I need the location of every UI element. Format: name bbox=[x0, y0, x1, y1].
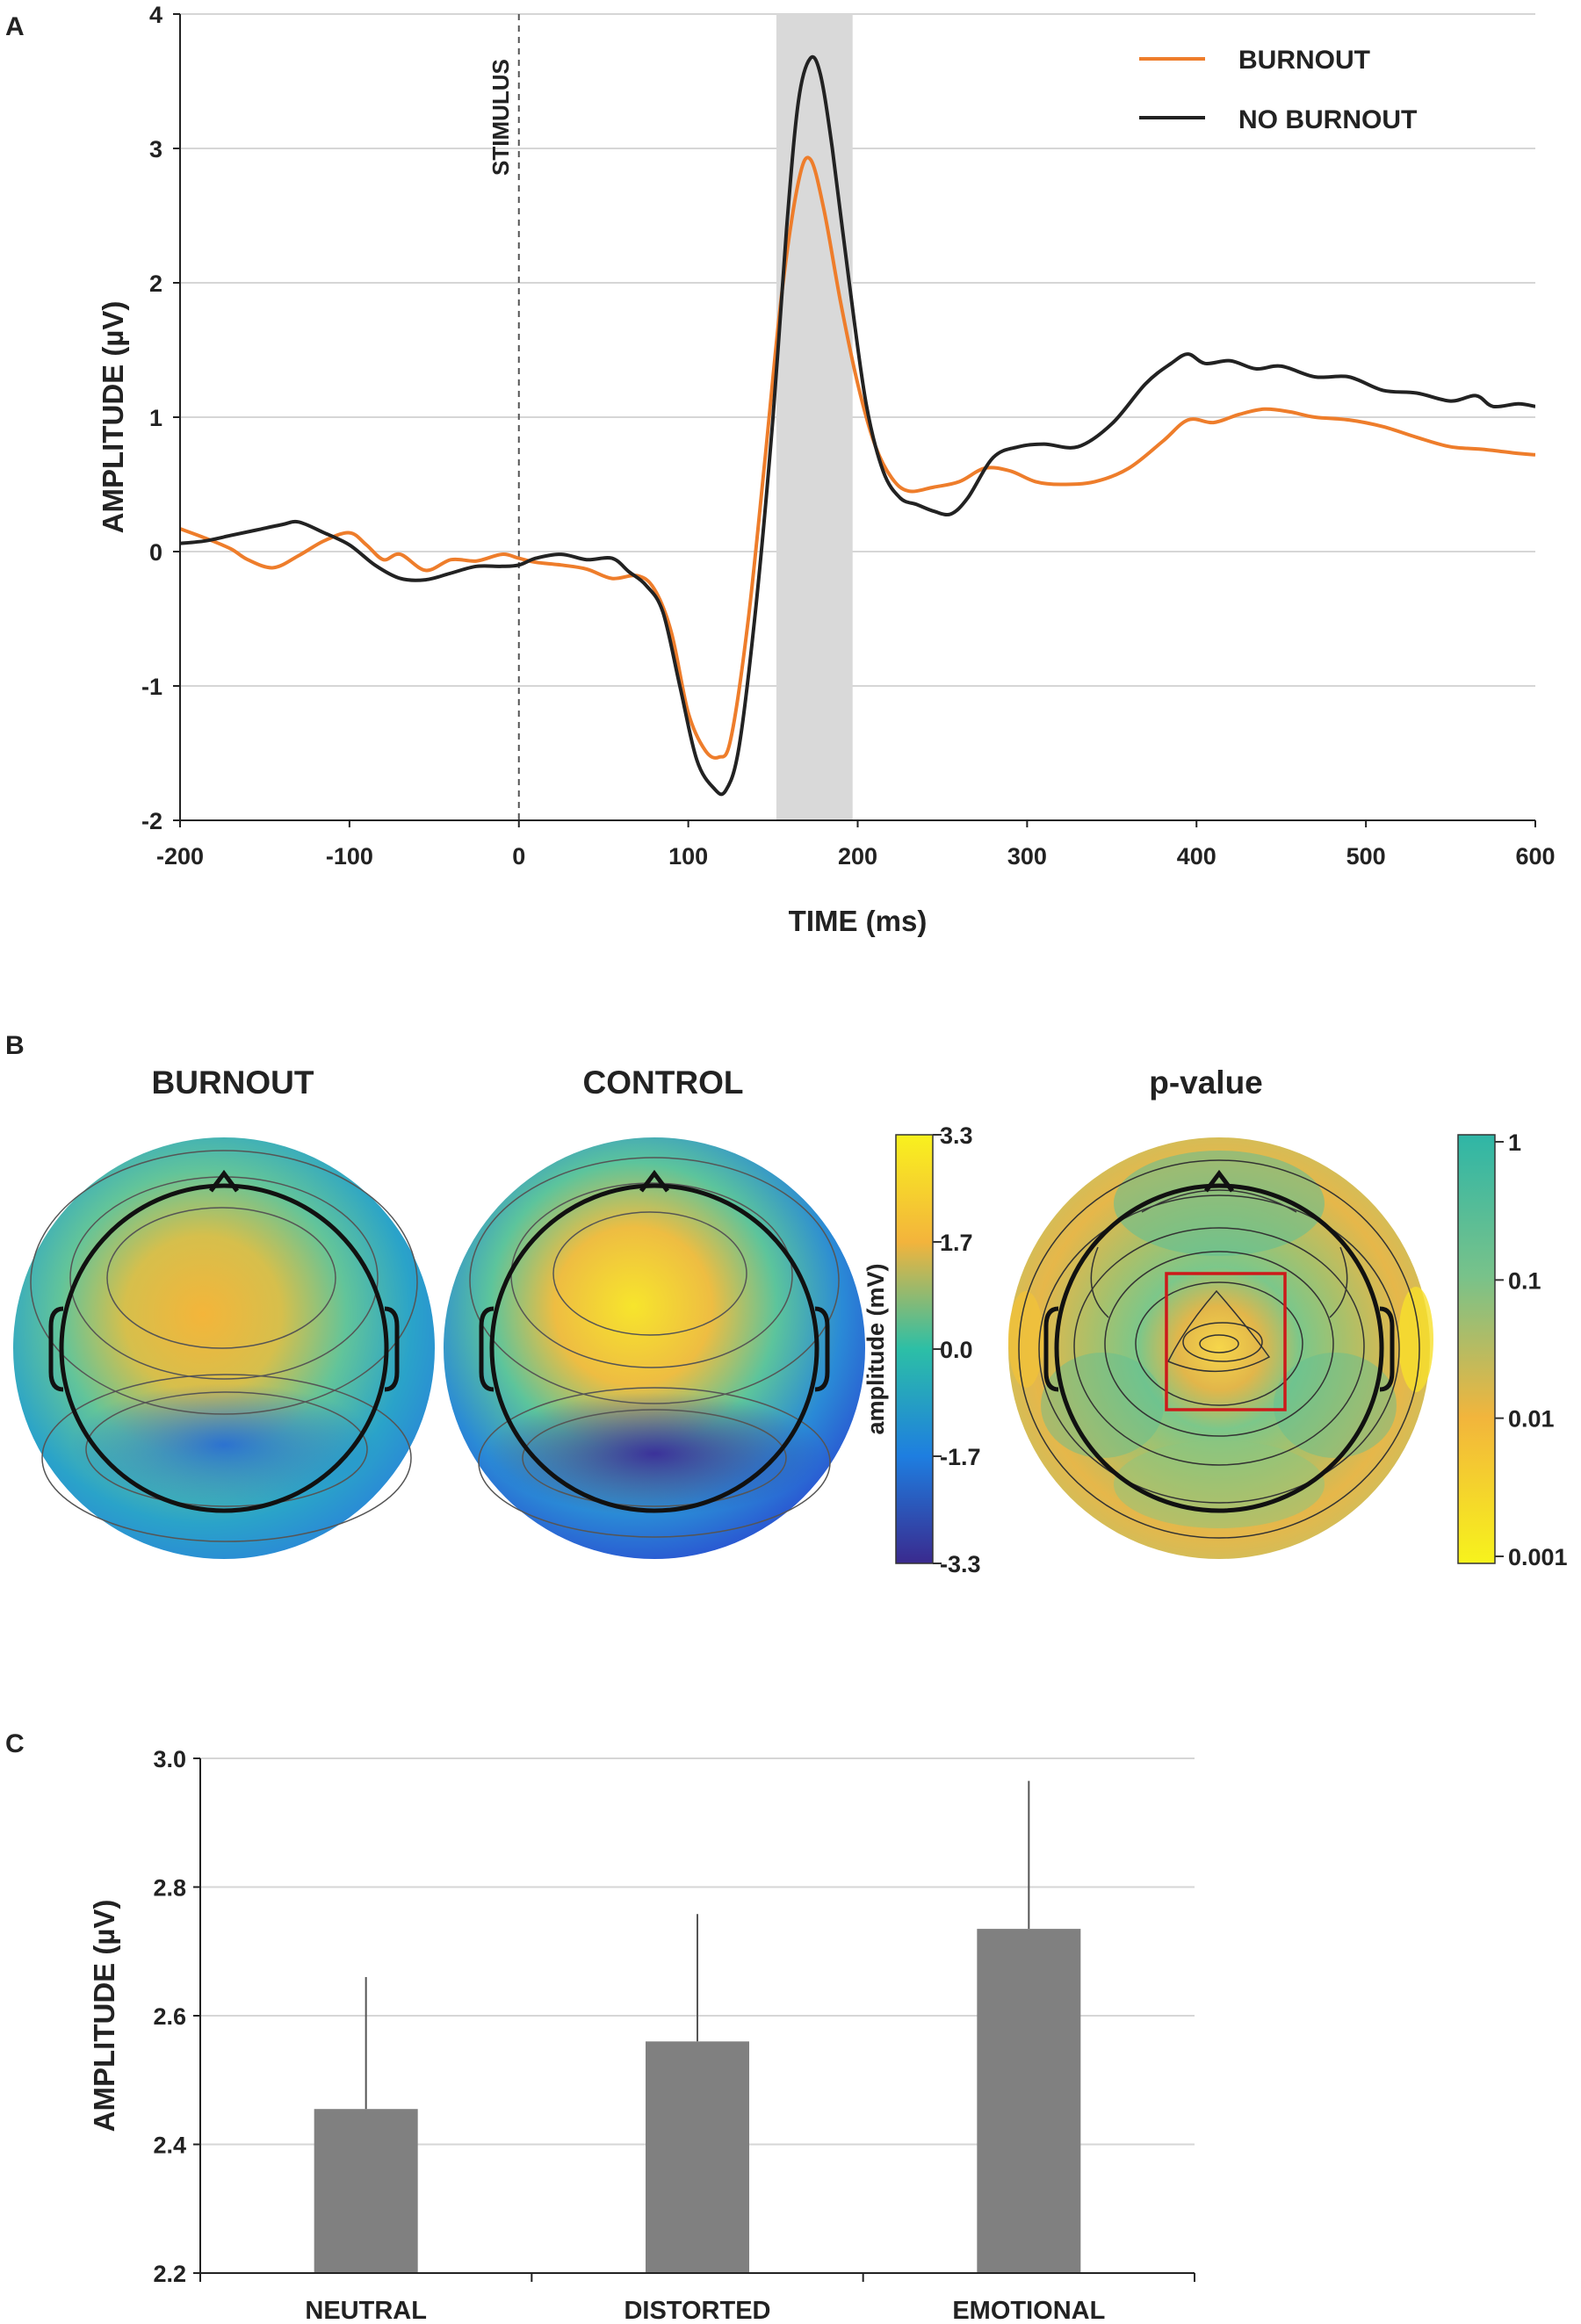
roi-box bbox=[1165, 1272, 1287, 1411]
map-title-burnout: BURNOUT bbox=[152, 1065, 314, 1101]
x-tick-label: 500 bbox=[1346, 843, 1386, 870]
x-tick-label: -200 bbox=[156, 843, 204, 870]
map-title-pvalue: p-value bbox=[1149, 1065, 1263, 1101]
pvalue-colorbar-tick-label: 0.001 bbox=[1508, 1544, 1568, 1570]
x-category-label: NEUTRAL bbox=[305, 2297, 427, 2324]
panel-a-label: A bbox=[5, 12, 25, 41]
y-tick-label: 2.6 bbox=[153, 2003, 186, 2030]
amplitude-colorbar-tick-label: 3.3 bbox=[940, 1122, 973, 1149]
amplitude-colorbar-label: amplitude (mV) bbox=[863, 1263, 889, 1434]
y-tick-label: 4 bbox=[149, 2, 162, 28]
x-tick-label: 200 bbox=[838, 843, 877, 870]
panel-a-y-axis-label: AMPLITUDE (µV) bbox=[97, 301, 129, 534]
y-tick-label: -1 bbox=[141, 674, 162, 700]
nose-outline bbox=[209, 1169, 239, 1193]
amplitude-colorbar-tick-label: 0.0 bbox=[940, 1337, 973, 1363]
panel-a-series bbox=[180, 54, 1535, 797]
pvalue-colorbar: 1 0.1 0.01 0.001 bbox=[1457, 1130, 1568, 1570]
amplitude-colorbar-tick-label: 1.7 bbox=[940, 1230, 973, 1256]
panel-a-legend: BURNOUT NO BURNOUT bbox=[1139, 46, 1417, 134]
amplitude-colorbar: 3.3 1.7 0.0 -1.7 -3.3 amplitude (mV) bbox=[863, 1122, 981, 1577]
map-title-control: CONTROL bbox=[583, 1065, 744, 1101]
pvalue-colorbar-tick-label: 0.01 bbox=[1508, 1406, 1555, 1433]
panel-c-label: C bbox=[5, 1729, 25, 1758]
x-tick-label: -100 bbox=[326, 843, 373, 870]
series-line-burnout bbox=[180, 155, 1535, 760]
panel-a-x-axis-label: TIME (ms) bbox=[789, 905, 928, 937]
y-tick-label: 2 bbox=[149, 271, 162, 297]
x-category-label: EMOTIONAL bbox=[952, 2297, 1105, 2324]
stimulus-label: STIMULUS bbox=[487, 59, 514, 176]
bar-emotional bbox=[977, 1929, 1081, 2273]
left-ear-outline bbox=[1043, 1306, 1059, 1392]
panel-b-label: B bbox=[5, 1031, 25, 1060]
amplitude-colorbar-tick-label: -3.3 bbox=[940, 1551, 981, 1577]
nose-outline bbox=[639, 1169, 669, 1193]
pvalue-colorbar-tick-label: 0.1 bbox=[1508, 1267, 1541, 1294]
panel-a-gridlines bbox=[180, 13, 1535, 687]
bar-neutral bbox=[314, 2109, 418, 2273]
pvalue-colorbar-tick-label: 1 bbox=[1508, 1130, 1521, 1156]
left-ear-outline bbox=[479, 1306, 495, 1392]
nose-outline bbox=[1204, 1169, 1234, 1193]
right-ear-outline bbox=[1379, 1306, 1395, 1392]
panel-a-axes: -2 -1 0 1 2 3 4 -200 -100 0 100 200 300 400 500 600 bbox=[141, 2, 1556, 870]
x-tick-label: 600 bbox=[1515, 843, 1555, 870]
x-tick-label: 0 bbox=[512, 843, 525, 870]
x-category-label: DISTORTED bbox=[624, 2297, 770, 2324]
amplitude-colorbar-tick-label: -1.7 bbox=[940, 1444, 981, 1470]
y-tick-label: 2.2 bbox=[153, 2261, 186, 2287]
head-outline bbox=[59, 1183, 389, 1513]
bar-distorted bbox=[646, 2041, 749, 2273]
y-tick-label: 2.8 bbox=[153, 1875, 186, 1902]
panel-c-y-axis-label: AMPLITUDE (µV) bbox=[88, 1900, 120, 2133]
legend-label-no-burnout: NO BURNOUT bbox=[1238, 105, 1417, 134]
legend-label-burnout: BURNOUT bbox=[1238, 46, 1370, 75]
panel-c-bars: NEUTRAL DISTORTED EMOTIONAL bbox=[305, 1780, 1105, 2324]
right-ear-outline bbox=[814, 1306, 830, 1392]
x-tick-label: 400 bbox=[1177, 843, 1216, 870]
series-line-no-burnout bbox=[180, 54, 1535, 797]
head-outline bbox=[489, 1183, 819, 1513]
topomap-burnout bbox=[13, 1137, 435, 1559]
x-tick-label: 300 bbox=[1007, 843, 1047, 870]
y-tick-label: 1 bbox=[149, 405, 162, 431]
y-tick-label: 2.4 bbox=[153, 2133, 186, 2159]
panel-c-axes: 2.2 2.4 2.6 2.8 3.0 bbox=[153, 1746, 1195, 2287]
left-ear-outline bbox=[48, 1306, 64, 1392]
y-tick-label: -2 bbox=[141, 808, 162, 834]
y-tick-label: 0 bbox=[149, 539, 162, 566]
head-outline bbox=[1054, 1183, 1384, 1513]
y-tick-label: 3 bbox=[149, 136, 162, 162]
y-tick-label: 3.0 bbox=[153, 1746, 186, 1772]
topomap-control bbox=[444, 1137, 865, 1559]
topomap-pvalue bbox=[1008, 1137, 1433, 1559]
significance-window bbox=[776, 14, 853, 820]
x-tick-label: 100 bbox=[668, 843, 708, 870]
right-ear-outline bbox=[384, 1306, 400, 1392]
